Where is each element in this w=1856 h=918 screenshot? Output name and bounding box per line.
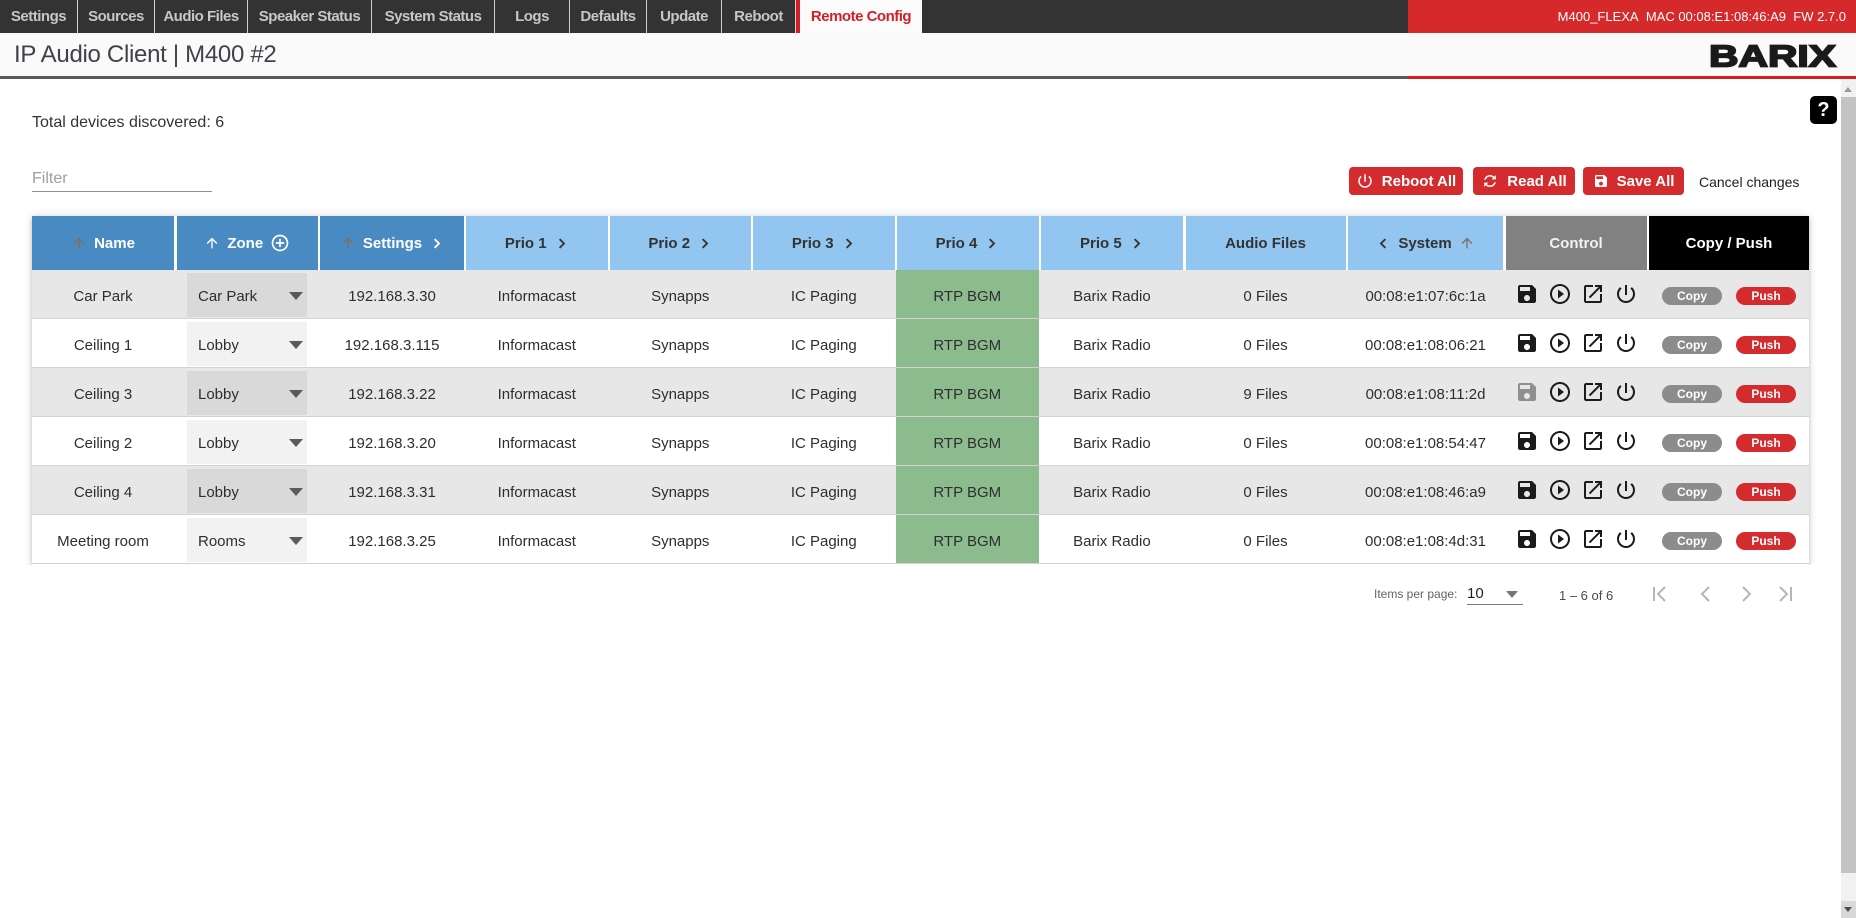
svg-text:BARIX: BARIX	[1709, 43, 1836, 68]
